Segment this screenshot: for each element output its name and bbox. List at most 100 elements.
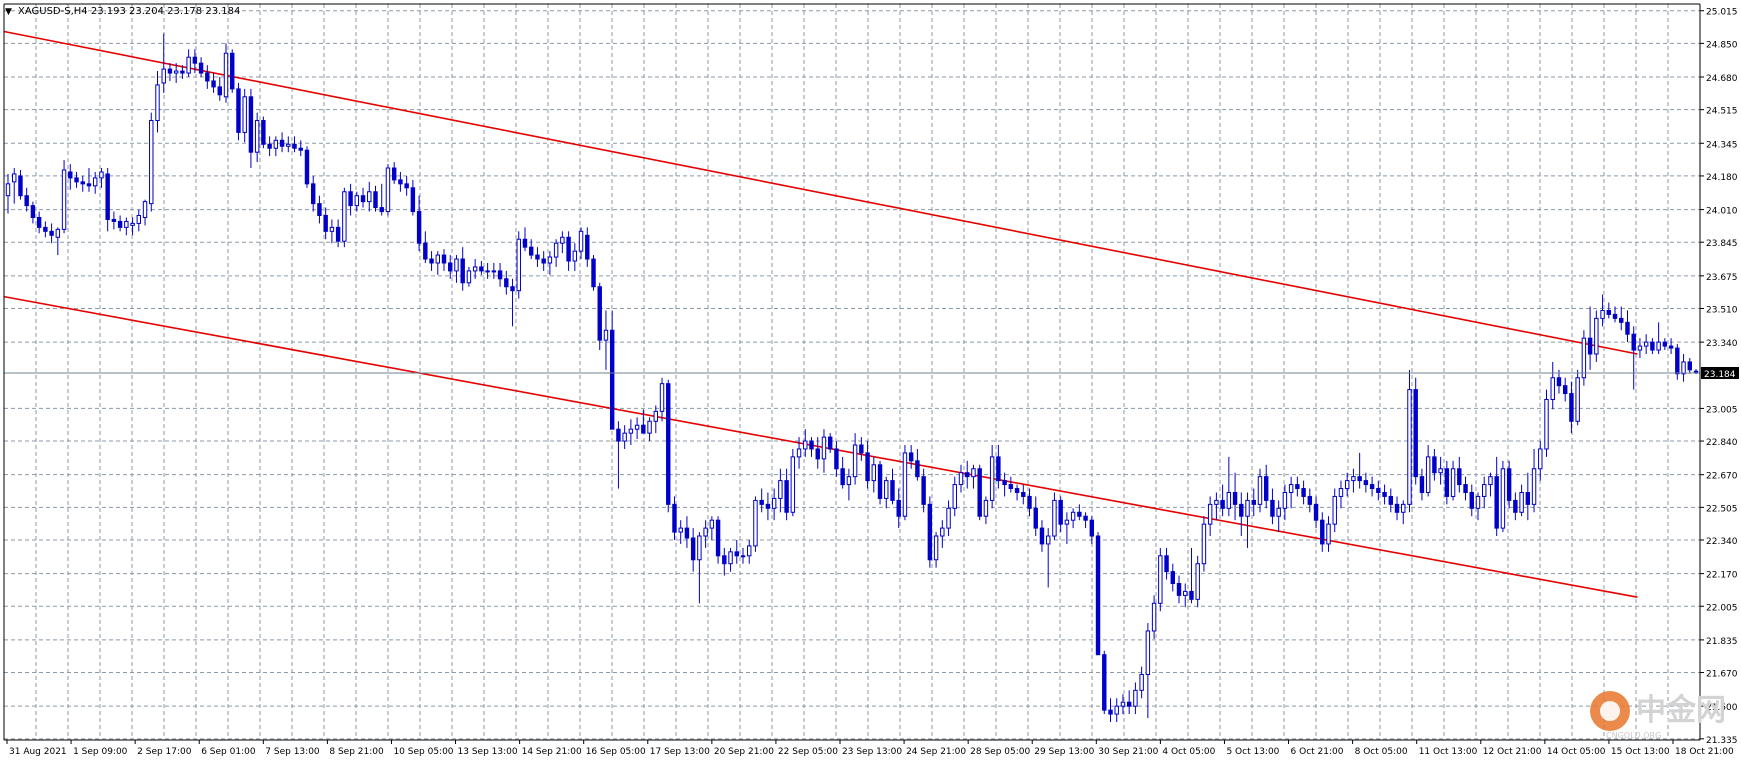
trendline-upper-channel[interactable] — [3, 30, 1638, 355]
candle — [68, 164, 73, 190]
candle-body-bear — [292, 143, 297, 149]
candle — [61, 160, 67, 234]
candle — [504, 270, 509, 295]
candle-body-bear — [1089, 519, 1095, 537]
x-axis-ticks: 31 Aug 2021 1 Sep 09:00 2 Sep 17:00 6 Sep 0… — [6, 740, 1734, 757]
candle-body-bear — [1369, 484, 1375, 490]
candle-body-bull — [435, 254, 440, 264]
candle-body-bull — [161, 68, 166, 84]
candle-body-bull — [622, 432, 627, 442]
candle — [1569, 381, 1574, 434]
candle — [803, 429, 808, 457]
candle — [865, 441, 870, 489]
candle — [1457, 456, 1462, 493]
candle — [236, 82, 241, 141]
candle — [1276, 500, 1281, 533]
y-tick-label: 23.005 — [1706, 405, 1738, 415]
candle-body-bear — [1631, 333, 1636, 351]
candle — [709, 516, 715, 540]
candle-body-bear — [1033, 507, 1038, 529]
trendline-lower-channel[interactable] — [3, 295, 1638, 599]
candle — [242, 88, 247, 143]
candle — [354, 191, 360, 212]
trendlines[interactable] — [3, 30, 1638, 599]
candle-body-bear — [1095, 535, 1101, 656]
candle-body-bull — [902, 452, 908, 517]
candle-body-bull — [491, 270, 497, 273]
candle-body-bear — [591, 258, 596, 288]
candle — [1170, 563, 1175, 592]
candle — [827, 433, 833, 453]
candle — [298, 140, 303, 157]
candle-body-bear — [105, 173, 110, 220]
candle-body-bull — [647, 420, 652, 434]
candle — [846, 468, 852, 501]
x-tick-label: 18 Oct 21:00 — [1675, 747, 1734, 757]
candle-body-bull — [1482, 484, 1487, 497]
candle-body-bull — [1531, 468, 1537, 505]
candle-body-bull — [1600, 309, 1605, 319]
candle-body-bear — [217, 86, 222, 96]
chart-header: ▼ XAGUSD-S,H4 23.193 23.204 23.178 23.18… — [5, 6, 240, 17]
candle — [927, 496, 933, 568]
candle — [815, 437, 820, 469]
candle — [1668, 338, 1674, 354]
candle — [547, 251, 553, 275]
candle-body-bull — [1214, 499, 1219, 505]
candle-body-bull — [803, 440, 808, 450]
dropdown-arrow-icon[interactable]: ▼ — [5, 7, 12, 17]
candle — [659, 377, 665, 422]
candle-body-bear — [1394, 503, 1400, 513]
candle — [622, 425, 627, 449]
candle — [1270, 488, 1275, 525]
candle-body-bear — [1008, 484, 1014, 490]
candle-body-bull — [1407, 389, 1412, 505]
candle — [728, 547, 733, 572]
candle — [161, 33, 166, 93]
candle-body-bear — [1176, 583, 1182, 596]
candle-body-bear — [49, 230, 54, 236]
candle — [435, 251, 440, 275]
candle-body-bear — [298, 147, 303, 151]
candle — [1394, 496, 1400, 521]
candle-body-bear — [373, 191, 378, 209]
candle — [796, 437, 802, 469]
x-tick-label: 20 Sep 21:00 — [714, 747, 774, 757]
x-tick-label: 10 Sep 05:00 — [393, 747, 453, 757]
candle-body-bear — [1164, 555, 1169, 573]
candle — [1114, 698, 1119, 722]
x-tick-label: 14 Oct 05:00 — [1547, 747, 1606, 757]
candle-body-bear — [965, 472, 970, 478]
candle — [1401, 500, 1406, 525]
candle — [273, 136, 279, 157]
candle-body-bull — [634, 424, 640, 430]
candle — [1151, 595, 1157, 639]
candle — [553, 239, 559, 267]
candle-body-bear — [1307, 495, 1313, 505]
candle-body-bear — [180, 70, 185, 74]
candle-body-bull — [1488, 476, 1493, 486]
candle — [560, 231, 565, 254]
candle-body-bear — [1513, 499, 1518, 513]
candle-body-bear — [1363, 480, 1369, 486]
candle — [722, 547, 727, 576]
candle-body-bull — [136, 215, 142, 224]
candle — [765, 492, 771, 521]
x-tick-label: 31 Aug 2021 — [9, 747, 67, 757]
candle-body-bull — [1120, 701, 1126, 707]
candle-body-bull — [1257, 476, 1263, 505]
candle-body-bear — [348, 191, 353, 207]
candle-body-bull — [971, 468, 976, 478]
candle-body-bull — [578, 230, 584, 252]
candle-body-bull — [846, 476, 852, 486]
candle — [230, 49, 235, 93]
x-tick-label: 13 Sep 13:00 — [458, 747, 518, 757]
candle — [12, 168, 17, 204]
y-tick-label: 23.675 — [1706, 273, 1738, 283]
candle — [205, 65, 210, 89]
watermark: 中金网 CNGOLD.ORG — [1590, 691, 1726, 740]
candle-body-bear — [896, 499, 901, 517]
candle — [1120, 694, 1126, 715]
